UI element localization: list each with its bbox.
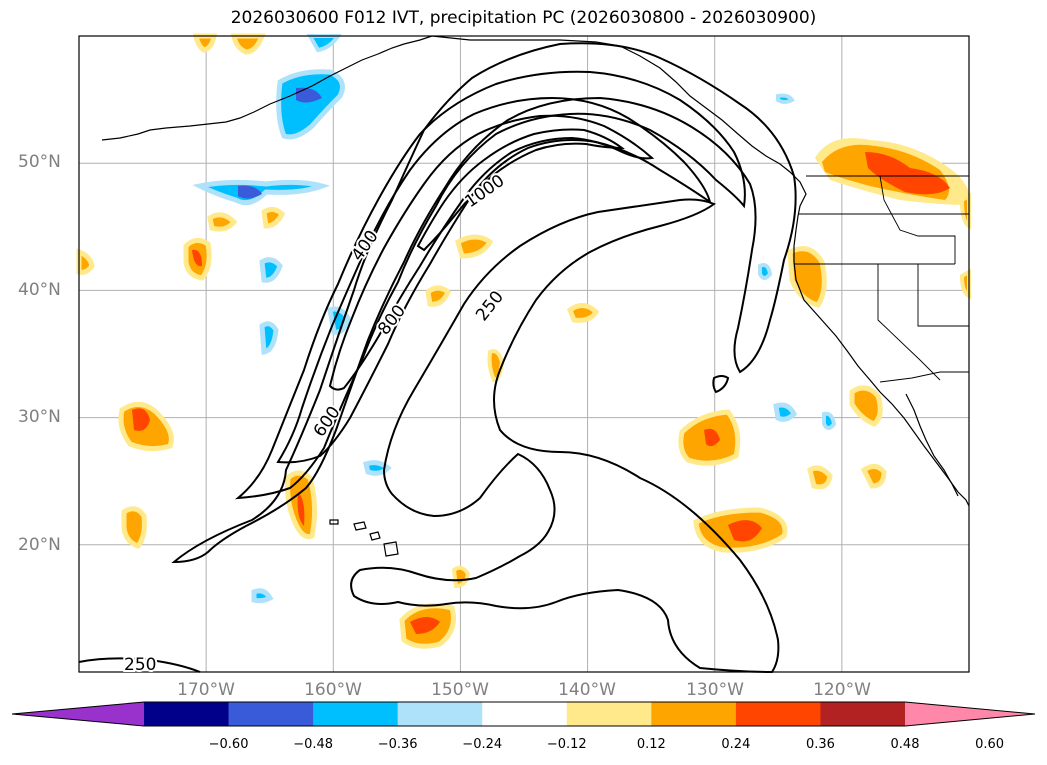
- coast-hawaii-4: [383, 541, 399, 557]
- colorbar-tick-7: 0.36: [805, 737, 835, 752]
- chart-title: 2026030600 F012 IVT, precipitation PC (2…: [230, 8, 817, 28]
- colorbar-segments: [144, 702, 906, 726]
- border-ca-nv: [877, 264, 941, 381]
- coast-alaska-gulf: [431, 35, 807, 217]
- lon-label-160w: 160°W: [304, 680, 362, 700]
- colorbar: [11, 701, 1036, 727]
- ivt-contours: [78, 42, 797, 674]
- precip-blob-oregon: [787, 246, 827, 308]
- lon-label-120w: 120°W: [813, 680, 871, 700]
- border-us-mexico: [879, 371, 969, 383]
- precip-blob-150w-13n-core: [410, 617, 440, 634]
- colorbar-tick-2: −0.36: [377, 737, 418, 752]
- lat-label-40n: 40°N: [18, 280, 61, 300]
- precip-blob-168w-46n: [207, 212, 238, 232]
- precip-neg-168w-48n-core: [238, 185, 262, 199]
- precip-blob-north-edge-2: [231, 33, 266, 55]
- ivt-contour-1000: [416, 128, 626, 252]
- map-frame-background: [79, 36, 969, 672]
- precip-neg-165w-40n: [259, 257, 283, 283]
- coastlines: [101, 35, 970, 557]
- precip-blob-170w-30n-core: [132, 408, 150, 431]
- precip-blob-east-edge: [959, 192, 971, 230]
- precip-neg-157w-25n: [363, 460, 392, 476]
- precip-blob-130w-20n-core: [728, 520, 762, 542]
- precip-neg-168w-48n: [192, 179, 331, 206]
- lat-label-20n: 20°N: [18, 535, 61, 555]
- colorbar-extend-left: [12, 702, 144, 726]
- precip-neg-163w-36n: [259, 321, 279, 356]
- precip-positive-areas: [76, 33, 971, 649]
- colorbar-tick-6: 0.24: [721, 737, 751, 752]
- coast-us-west: [793, 215, 970, 507]
- colorbar-tick-9: 0.60: [975, 737, 1005, 752]
- colorbar-tick-3: −0.24: [462, 737, 503, 752]
- precip-blob-160w-22n-core: [297, 492, 305, 526]
- coast-hawaii-1: [329, 519, 339, 525]
- coast-aleutian-chain: [101, 35, 433, 141]
- ivt-contour-small: [712, 375, 730, 394]
- colorbar-tick-0: −0.60: [208, 737, 249, 752]
- coast-hawaii-2: [353, 521, 367, 531]
- border-id-mt: [879, 175, 956, 264]
- precip-blob-122w-30n: [849, 385, 883, 427]
- precip-neg-160w-38n: [327, 306, 351, 335]
- ivt-contour-250-bottom: [78, 657, 201, 673]
- colorbar-segment-3: [397, 702, 483, 726]
- colorbar-segment-4: [482, 702, 568, 726]
- precip-neg-125w-40n: [758, 263, 773, 280]
- lat-label-30n: 30°N: [18, 407, 61, 427]
- precip-blob-150w-43n: [455, 234, 494, 259]
- colorbar-segment-5: [566, 702, 652, 726]
- precip-negative-areas: [192, 34, 837, 604]
- precip-neg-123w-30n: [822, 411, 837, 430]
- precip-neg-aleutians: [276, 69, 345, 140]
- precip-blob-170w-43n-core: [192, 249, 202, 267]
- lon-label-170w: 170°W: [177, 680, 235, 700]
- precip-blob-152w-40n: [425, 285, 452, 307]
- precip-blob-north-edge: [192, 33, 217, 53]
- colorbar-segment-6: [651, 702, 737, 726]
- precip-blob-west-edge: [76, 248, 95, 275]
- colorbar-segment-7: [735, 702, 821, 726]
- precip-blob-150w-18n: [451, 565, 471, 589]
- border-nv-ut: [917, 264, 969, 327]
- colorbar-extend-right: [905, 702, 1035, 726]
- coast-hawaii-3: [369, 531, 381, 541]
- map-frame: [78, 35, 970, 673]
- colorbar-tick-5: 0.12: [636, 737, 666, 752]
- ivt-contour-250-inner: [350, 198, 780, 674]
- lat-label-50n: 50°N: [18, 152, 61, 172]
- political-borders: [794, 175, 969, 383]
- coast-baja: [905, 393, 959, 497]
- colorbar-segment-2: [313, 702, 399, 726]
- precip-blob-130w-30n-core: [704, 428, 720, 447]
- colorbar-tick-1: −0.48: [293, 737, 334, 752]
- precip-blob-172w-20n: [121, 506, 147, 549]
- precip-neg-130w-55n: [776, 93, 795, 104]
- ivt-contour-250-outer: [171, 42, 797, 564]
- precip-blob-ne-canada: [815, 138, 970, 205]
- precip-blob-148w-35n: [487, 349, 505, 383]
- precip-neg-165w-15n: [251, 588, 274, 604]
- colorbar-segment-8: [820, 702, 906, 726]
- ivt-contour-600: [276, 96, 712, 464]
- precip-blob-165w-47n: [261, 206, 286, 229]
- colorbar-segment-0: [144, 702, 230, 726]
- lon-label-130w: 130°W: [686, 680, 744, 700]
- colorbar-tick-4: −0.12: [546, 737, 587, 752]
- ivt-contour-400: [234, 70, 746, 500]
- precip-blob-140w-38n: [566, 303, 600, 323]
- precip-neg-125w-30n: [773, 402, 798, 422]
- lon-label-140w: 140°W: [558, 680, 616, 700]
- colorbar-tick-8: 0.48: [890, 737, 920, 752]
- colorbar-outline: [11, 701, 1036, 727]
- lon-label-150w: 150°W: [431, 680, 489, 700]
- precip-blob-125w-25n: [807, 465, 833, 490]
- colorbar-segment-1: [228, 702, 314, 726]
- precip-blob-118w-25n: [860, 464, 887, 489]
- precip-neg-aleutians-core: [296, 87, 322, 103]
- ivt-contour-800: [328, 114, 655, 391]
